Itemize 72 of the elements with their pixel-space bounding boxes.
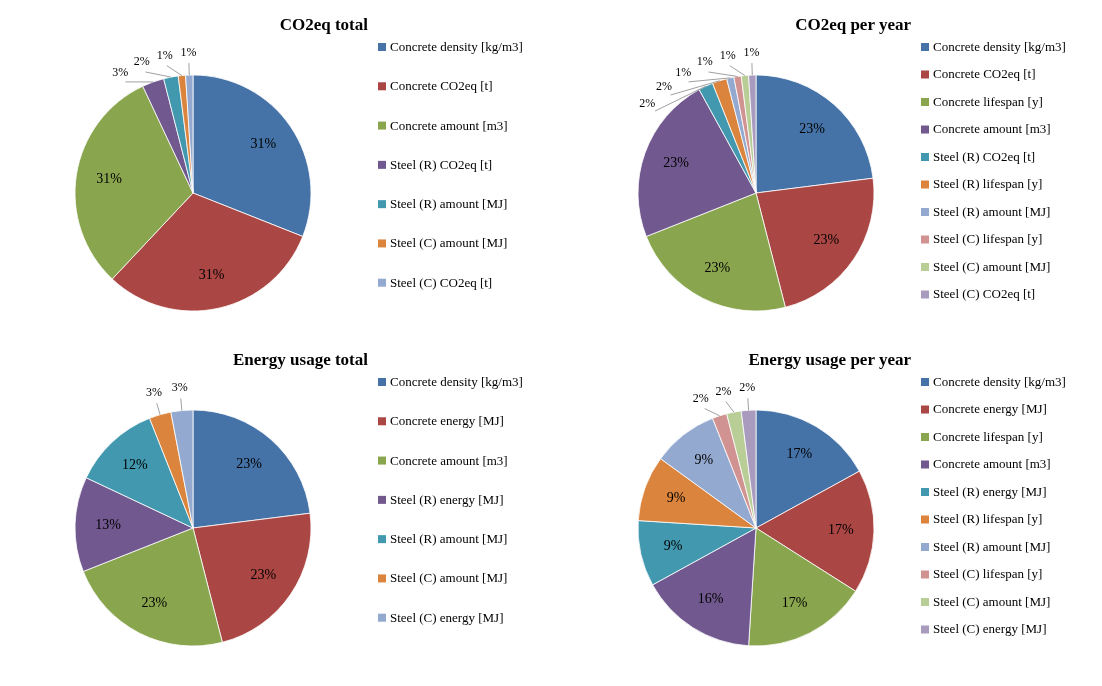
data-label: 23%: [250, 566, 277, 582]
legend-label: Steel (R) CO2eq [t]: [390, 156, 493, 172]
data-label: 9%: [663, 537, 683, 553]
data-label: 23%: [663, 155, 690, 171]
legend-label: Concrete energy [MJ]: [933, 401, 1047, 417]
legend-label: Concrete amount [m3]: [390, 452, 508, 468]
legend-label: Steel (C) energy [MJ]: [390, 609, 504, 625]
data-label: 16%: [697, 590, 724, 606]
legend-label: Steel (C) amount [MJ]: [390, 235, 508, 251]
data-label: 31%: [96, 170, 123, 186]
legend-label: Concrete density [kg/m3]: [933, 373, 1066, 389]
legend-label: Steel (C) CO2eq [t]: [390, 274, 493, 290]
data-label: 9%: [666, 490, 686, 506]
data-label: 1%: [719, 47, 736, 62]
legend-label: Concrete density [kg/m3]: [390, 38, 523, 54]
data-label: 2%: [655, 79, 672, 94]
data-label: 23%: [141, 594, 168, 610]
legend-label: Concrete energy [MJ]: [390, 413, 504, 429]
data-label: 17%: [786, 446, 813, 462]
legend-label: Concrete CO2eq [t]: [390, 78, 493, 94]
legend-label: Steel (R) CO2eq [t]: [933, 148, 1036, 164]
legend-label: Steel (C) amount [MJ]: [390, 570, 508, 586]
legend-label: Steel (C) amount [MJ]: [933, 258, 1051, 274]
legend-label: Steel (R) lifespan [y]: [933, 176, 1043, 192]
legend-label: Concrete lifespan [y]: [933, 93, 1043, 109]
legend-label: Concrete CO2eq [t]: [933, 66, 1036, 82]
data-label: 12%: [122, 457, 148, 473]
data-label: 2%: [639, 96, 656, 111]
legend-label: Steel (C) lifespan [y]: [933, 231, 1043, 247]
data-label: 23%: [704, 259, 731, 275]
data-label: 1%: [743, 44, 760, 59]
data-label: 31%: [198, 267, 225, 283]
legend-label: Steel (C) CO2eq [t]: [933, 286, 1036, 302]
data-label: 1%: [675, 65, 692, 80]
legend-label: Steel (R) amount [MJ]: [390, 531, 508, 547]
legend-label: Concrete amount [m3]: [933, 121, 1051, 137]
legend-label: Steel (R) energy [MJ]: [390, 491, 504, 507]
data-label: 1%: [696, 54, 713, 69]
data-label: 2%: [692, 391, 709, 406]
data-label: 13%: [95, 516, 122, 532]
data-label: 2%: [715, 383, 732, 398]
data-label: 2%: [133, 54, 150, 69]
data-label: 23%: [813, 231, 840, 247]
legend-label: Steel (C) energy [MJ]: [933, 621, 1047, 637]
legend-label: Concrete density [kg/m3]: [390, 373, 523, 389]
legend-label: Steel (R) energy [MJ]: [933, 483, 1047, 499]
legend-label: Concrete lifespan [y]: [933, 428, 1043, 444]
data-label: 2%: [739, 380, 756, 395]
chart-title: CO2eq per year: [795, 15, 912, 34]
data-label: 3%: [112, 65, 129, 80]
chart-title: CO2eq total: [279, 15, 369, 34]
legend-label: Steel (C) amount [MJ]: [933, 593, 1051, 609]
legend-label: Concrete amount [m3]: [390, 117, 508, 133]
data-label: 3%: [145, 385, 162, 400]
legend-label: Steel (R) amount [MJ]: [933, 203, 1051, 219]
chart-title: Energy usage per year: [748, 350, 912, 369]
data-label: 31%: [250, 136, 277, 152]
chart-title: Energy usage total: [232, 350, 369, 369]
data-label: 9%: [694, 452, 714, 468]
legend-label: Concrete density [kg/m3]: [933, 38, 1066, 54]
legend-label: Concrete amount [m3]: [933, 456, 1051, 472]
legend-label: Steel (R) amount [MJ]: [390, 196, 508, 212]
data-label: 3%: [171, 380, 188, 395]
legend-label: Steel (R) lifespan [y]: [933, 511, 1043, 527]
legend-label: Steel (R) amount [MJ]: [933, 538, 1051, 554]
data-label: 23%: [799, 120, 826, 136]
data-label: 23%: [236, 455, 263, 471]
data-label: 1%: [156, 47, 173, 62]
data-label: 17%: [828, 521, 855, 537]
data-label: 17%: [781, 594, 808, 610]
data-label: 1%: [180, 44, 197, 59]
legend-label: Steel (C) lifespan [y]: [933, 566, 1043, 582]
